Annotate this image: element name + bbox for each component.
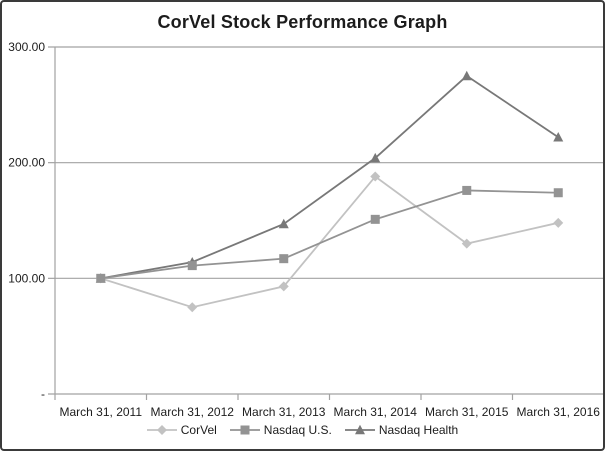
series-nasdaq-health-triangle-marker [370, 152, 381, 163]
legend-item-corvel: CorVel [146, 423, 217, 437]
series-nasdaq-u-s-square-marker [462, 185, 472, 195]
series-nasdaq-u-s-square-marker [553, 188, 563, 198]
series-nasdaq-u-s-square-marker [96, 273, 106, 283]
legend-key-corvel [146, 425, 177, 435]
legend-item-nasdaq-u-s: Nasdaq U.S. [229, 423, 332, 437]
series-corvel-diamond-marker [278, 281, 289, 292]
x-axis-label-march-31-2016: March 31, 2016 [517, 405, 601, 419]
y-axis-tick-label: 100.00 [8, 271, 45, 285]
legend-key-nasdaq-u-s [229, 425, 260, 435]
x-axis-label-march-31-2013: March 31, 2013 [242, 405, 326, 419]
y-axis-tick-label: 300.00 [8, 40, 45, 54]
series-nasdaq-u-s-square-marker [370, 214, 380, 224]
series-nasdaq-health-triangle-marker [553, 132, 564, 142]
series-corvel-diamond-marker [370, 171, 381, 182]
series-corvel-diamond-marker [461, 238, 472, 249]
series-corvel-diamond-marker [187, 302, 198, 313]
legend-label-nasdaq-health: Nasdaq Health [378, 423, 459, 437]
legend-nasdaq-health-triangle-marker [354, 424, 365, 435]
legend-label-corvel: CorVel [180, 423, 217, 437]
chart-title: CorVel Stock Performance Graph [157, 12, 448, 32]
legend-corvel-diamond-marker [156, 425, 167, 435]
series-nasdaq-u-s-square-marker [279, 254, 289, 264]
series-nasdaq-u-s-square-marker [187, 261, 197, 271]
series-nasdaq-health-triangle-marker [461, 70, 472, 81]
legend-nasdaq-u-s-square-marker [240, 425, 250, 435]
y-axis-tick-label: 200.00 [8, 156, 45, 170]
legend-key-nasdaq-health [344, 424, 375, 435]
series-line-nasdaq-u-s [100, 189, 559, 280]
x-axis-label-march-31-2012: March 31, 2012 [151, 405, 235, 419]
x-axis-label-march-31-2015: March 31, 2015 [425, 405, 509, 419]
chart-legend: CorVel Nasdaq U.S. Nasdaq Health [2, 423, 603, 437]
x-axis-label-march-31-2014: March 31, 2014 [334, 405, 418, 419]
legend-label-nasdaq-u-s: Nasdaq U.S. [263, 423, 332, 437]
series-corvel-diamond-marker [553, 217, 564, 228]
series-nasdaq-health-triangle-marker [278, 218, 289, 229]
y-axis-tick-label: - [41, 387, 45, 401]
series-line-corvel [100, 175, 559, 309]
legend-item-nasdaq-health: Nasdaq Health [344, 423, 459, 437]
series-line-nasdaq-health [100, 74, 559, 280]
x-axis-label-march-31-2011: March 31, 2011 [60, 405, 143, 419]
